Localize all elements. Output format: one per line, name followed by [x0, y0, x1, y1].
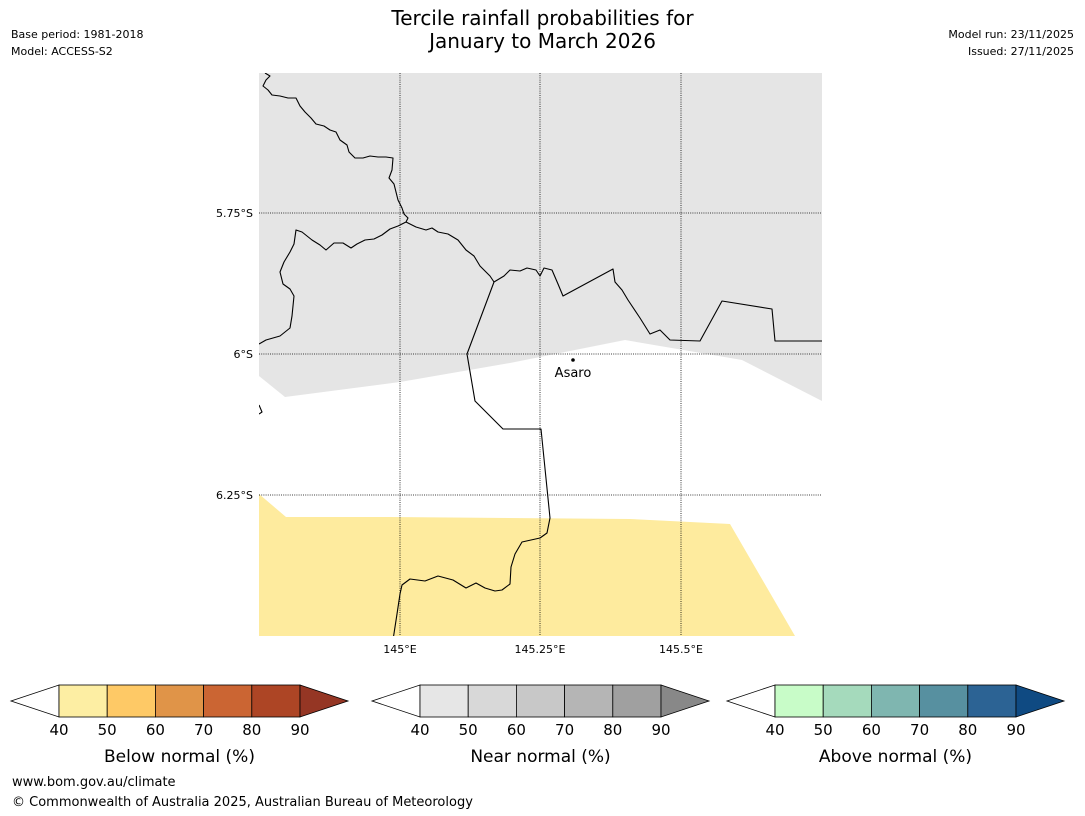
colorbar-above-segment — [871, 684, 921, 718]
colorbar-near-segment — [516, 684, 566, 718]
colorbar-above-label: Above normal (%) — [819, 747, 972, 767]
model-run-text: Model run: 23/11/2025 — [948, 28, 1074, 41]
gridlines — [259, 73, 822, 636]
colorbar-below-label: Below normal (%) — [104, 747, 255, 767]
lon-label-1455: 145.5°E — [659, 643, 703, 656]
lat-axis-labels: 5.75°S 6°S 6.25°S — [216, 207, 253, 502]
colorbar-below-left-extension — [9, 684, 60, 718]
colorbar-above-segment — [822, 684, 872, 718]
model-text: Model: ACCESS-S2 — [11, 45, 113, 58]
colorbars: 40 50 60 70 80 90 Below normal (%) 40 50 60 70 80 90… — [9, 684, 1066, 767]
colorbar-above-tick: 60 — [862, 721, 881, 739]
colorbar-below-segment — [251, 684, 301, 718]
colorbar-above-tick: 70 — [910, 721, 929, 739]
colorbar-near-tick: 60 — [507, 721, 526, 739]
metadata-right: Model run: 23/11/2025 Issued: 27/11/2025 — [948, 26, 1074, 60]
colorbar-below-segment — [203, 684, 253, 718]
lon-label-145: 145°E — [383, 643, 416, 656]
colorbar-below-tick: 50 — [98, 721, 117, 739]
footer-copyright: © Commonwealth of Australia 2025, Austra… — [12, 795, 473, 810]
metadata-left: Base period: 1981-2018 Model: ACCESS-S2 — [11, 26, 143, 60]
colorbar-above-segment — [919, 684, 969, 718]
colorbar-near-right-extension — [660, 684, 711, 718]
colorbar-below-tick: 40 — [49, 721, 68, 739]
colorbar-below-tick: 60 — [146, 721, 165, 739]
colorbar-above-right-extension — [1015, 684, 1066, 718]
lat-label-575: 5.75°S — [216, 207, 253, 220]
colorbar-below-segment — [106, 684, 156, 718]
footer-url: www.bom.gov.au/climate — [12, 775, 176, 790]
colorbar-below-tick: 80 — [242, 721, 261, 739]
colorbar-above-segment — [967, 684, 1017, 718]
near-normal-region — [259, 73, 822, 401]
colorbar-below-right-extension — [299, 684, 350, 718]
colorbar-near-tick: 50 — [459, 721, 478, 739]
colorbar-above-tick: 80 — [958, 721, 977, 739]
colorbar-near-left-extension — [370, 684, 421, 718]
colorbar-near-label: Near normal (%) — [470, 747, 610, 767]
colorbar-near: 40 50 60 70 80 90 Near normal (%) — [370, 684, 711, 767]
asaro-label: Asaro — [555, 366, 592, 381]
map-panel: Asaro — [259, 73, 822, 636]
colorbar-near-segment — [419, 684, 469, 718]
colorbar-near-segment — [467, 684, 517, 718]
lat-label-6: 6°S — [234, 348, 253, 361]
province-borders — [259, 73, 822, 636]
title-line-2: January to March 2026 — [429, 29, 656, 53]
border-fragment — [259, 404, 263, 415]
map-title: Tercile rainfall probabilities for Janua… — [0, 7, 1085, 53]
colorbar-above-segment — [774, 684, 824, 718]
colorbar-below: 40 50 60 70 80 90 Below normal (%) — [9, 684, 350, 767]
lon-axis-labels: 145°E 145.25°E 145.5°E — [383, 643, 703, 656]
colorbar-above-tick: 40 — [765, 721, 784, 739]
colorbar-near-tick: 90 — [651, 721, 670, 739]
border-north — [262, 73, 409, 223]
lon-label-14525: 145.25°E — [515, 643, 566, 656]
colorbar-below-segment — [154, 684, 204, 718]
colorbar-below-segment — [58, 684, 108, 718]
below-normal-region — [259, 494, 795, 636]
border-east — [493, 267, 822, 342]
colorbar-below-tick: 70 — [194, 721, 213, 739]
colorbar-near-segment — [564, 684, 614, 718]
colorbar-near-tick: 40 — [410, 721, 429, 739]
colorbar-above-tick: 90 — [1006, 721, 1025, 739]
colorbar-above: 40 50 60 70 80 90 Above normal (%) — [725, 684, 1066, 767]
lat-label-625: 6.25°S — [216, 489, 253, 502]
border-west — [259, 221, 407, 345]
colorbar-near-segment — [612, 684, 662, 718]
colorbar-near-tick: 80 — [603, 721, 622, 739]
colorbar-above-tick: 50 — [814, 721, 833, 739]
issued-text: Issued: 27/11/2025 — [967, 45, 1074, 58]
asaro-marker — [571, 358, 575, 362]
colorbar-below-tick: 90 — [290, 721, 309, 739]
border-middle — [405, 221, 495, 283]
title-line-1: Tercile rainfall probabilities for — [391, 6, 694, 30]
colorbar-near-tick: 70 — [555, 721, 574, 739]
base-period-text: Base period: 1981-2018 — [11, 28, 144, 41]
border-south — [393, 281, 551, 636]
colorbar-above-left-extension — [725, 684, 776, 718]
